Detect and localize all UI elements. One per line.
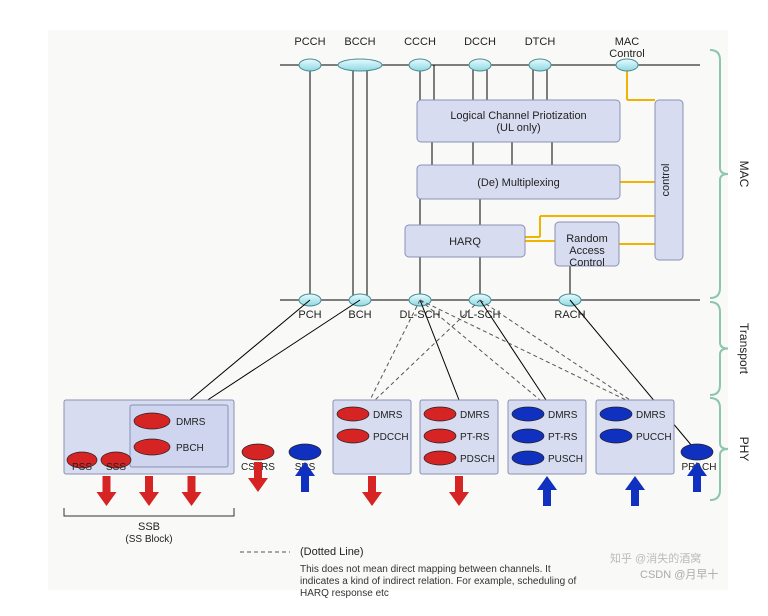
diagram-svg: MAC Transport PHY Logical Channel Priotizat… [0,0,768,616]
svg-text:DMRS: DMRS [176,417,206,428]
svg-text:DMRS: DMRS [460,410,490,421]
svg-text:PSS: PSS [72,462,92,473]
top-ccch: CCCH [404,36,436,48]
phy-pdcch: DMRS PDCCH [333,400,411,474]
block-control: control [655,100,683,260]
bot-rach: RACH [554,309,585,321]
svg-text:PUCCH: PUCCH [636,432,672,443]
svg-text:DMRS: DMRS [548,410,578,421]
top-dtch: DTCH [525,36,556,48]
top-bcch: BCCH [344,36,375,48]
layer-label: Transport [737,323,751,375]
layer-label: MAC [737,161,751,188]
top-pcch: PCCH [294,36,325,48]
phy-pdsch: DMRS PT-RS PDSCH [420,400,498,474]
svg-text:DMRS: DMRS [373,410,403,421]
svg-text:(SS Block): (SS Block) [125,534,172,545]
svg-text:DMRS: DMRS [636,410,666,421]
phy-pusch: DMRS PT-RS PUSCH [508,400,586,474]
phy-pucch: DMRS PUCCH [596,400,674,474]
svg-text:SSB: SSB [138,521,160,533]
bot-dlsch: DL-SCH [400,309,441,321]
svg-text:PDSCH: PDSCH [460,454,495,465]
svg-text:control: control [660,163,672,196]
svg-text:SSS: SSS [106,462,126,473]
block-lcp: Logical Channel Priotization(UL only) [417,100,620,142]
svg-text:PT-RS: PT-RS [460,432,490,443]
svg-text:PUSCH: PUSCH [548,454,583,465]
svg-text:This does not mean direct mapp: This does not mean direct mapping betwee… [300,564,576,599]
block-harq: HARQ [405,225,525,257]
svg-text:(De) Multiplexing: (De) Multiplexing [477,177,560,189]
svg-text:知乎 @消失的酒窝: 知乎 @消失的酒窝 [610,551,701,565]
layer-label: PHY [737,437,751,462]
svg-text:PT-RS: PT-RS [548,432,578,443]
bot-bch: BCH [348,309,371,321]
diagram-root: MAC Transport PHY Logical Channel Priotizat… [0,0,768,616]
svg-text:(Dotted Line): (Dotted Line) [300,546,364,558]
svg-text:PBCH: PBCH [176,443,204,454]
svg-text:PDCCH: PDCCH [373,432,409,443]
bot-ulsch: UL-SCH [460,309,501,321]
block-rac: RandomAccessControl [555,222,619,269]
block-mux: (De) Multiplexing [417,165,620,199]
svg-text:CSDN @月早十: CSDN @月早十 [640,567,718,581]
svg-text:HARQ: HARQ [449,236,481,248]
top-dcch: DCCH [464,36,496,48]
bot-pch: PCH [298,309,321,321]
svg-text:RandomAccessControl: RandomAccessControl [566,233,608,269]
